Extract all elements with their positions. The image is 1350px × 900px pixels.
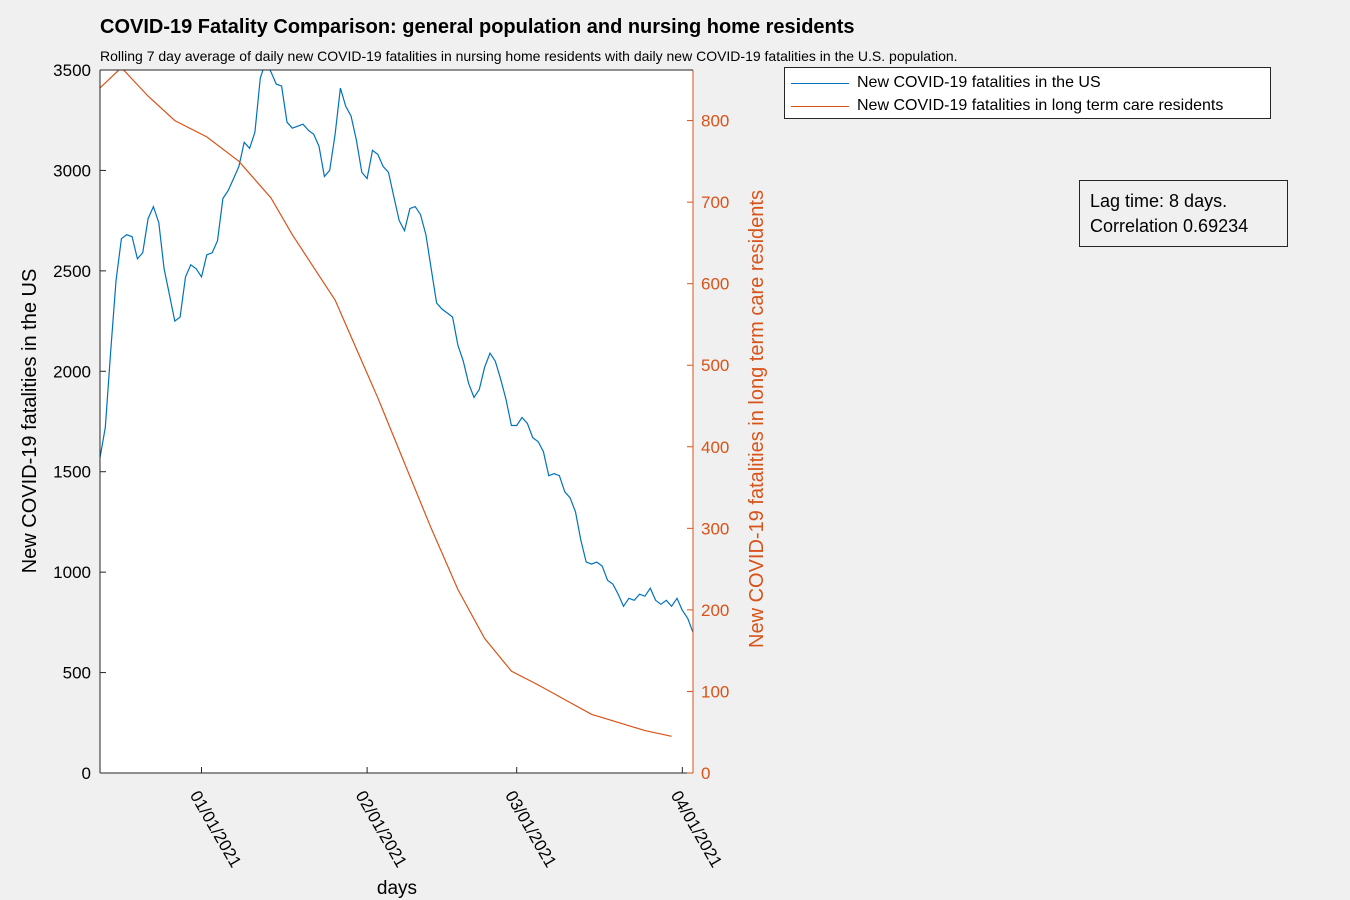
plot-area bbox=[100, 70, 693, 773]
right-tick-label: 800 bbox=[701, 112, 729, 131]
chart-title: COVID-19 Fatality Comparison: general po… bbox=[100, 16, 855, 38]
right-tick-label: 600 bbox=[701, 275, 729, 294]
x-tick-label: 02/01/2021 bbox=[352, 788, 411, 871]
right-tick-label: 0 bbox=[701, 764, 710, 783]
right-tick-label: 100 bbox=[701, 682, 729, 701]
left-tick-label: 2500 bbox=[53, 262, 91, 281]
x-tick-label: 01/01/2021 bbox=[186, 788, 245, 871]
left-tick-label: 1000 bbox=[53, 563, 91, 582]
left-tick-label: 500 bbox=[63, 664, 91, 683]
legend-label-ltc: New COVID-19 fatalities in long term car… bbox=[857, 97, 1224, 114]
right-tick-label: 200 bbox=[701, 601, 729, 620]
us-fatalities-line bbox=[100, 70, 693, 633]
lag-time-text: Lag time: 8 days. bbox=[1090, 191, 1228, 211]
y-axis-left-label: New COVID-19 fatalities in the US bbox=[19, 269, 41, 574]
chart-subtitle: Rolling 7 day average of daily new COVID… bbox=[100, 48, 958, 64]
legend-label-us: New COVID-19 fatalities in the US bbox=[857, 74, 1101, 91]
chart-legend: New COVID-19 fatalities in the US New CO… bbox=[784, 67, 1271, 119]
x-tick-label: 03/01/2021 bbox=[501, 788, 560, 871]
x-axis-label: days bbox=[377, 878, 417, 899]
legend-swatch-us bbox=[791, 82, 849, 84]
right-tick-label: 400 bbox=[701, 438, 729, 457]
ltc-fatalities-line bbox=[100, 70, 672, 737]
left-tick-label: 1500 bbox=[53, 463, 91, 482]
legend-item-us: New COVID-19 fatalities in the US bbox=[791, 72, 1101, 94]
series-us-fatalities bbox=[100, 70, 693, 633]
x-tick-label: 04/01/2021 bbox=[667, 788, 726, 871]
legend-swatch-ltc bbox=[791, 105, 849, 107]
left-tick-label: 2000 bbox=[53, 362, 91, 381]
legend-item-ltc: New COVID-19 fatalities in long term car… bbox=[791, 95, 1223, 117]
left-tick-label: 3500 bbox=[53, 61, 91, 80]
x-axis-ticks: 01/01/2021 02/01/2021 03/01/2021 04/01/2021 bbox=[186, 767, 726, 871]
right-tick-label: 700 bbox=[701, 193, 729, 212]
left-tick-label: 3000 bbox=[53, 161, 91, 180]
correlation-annotation: Lag time: 8 days. Correlation 0.69234 bbox=[1079, 180, 1288, 247]
left-axis-ticks: 0 500 1000 1500 2000 2500 3000 3500 bbox=[53, 61, 106, 783]
right-axis-ticks: 0 100 200 300 400 500 600 700 800 bbox=[687, 112, 729, 783]
y-axis-right-label: New COVID-19 fatalities in long term car… bbox=[746, 190, 768, 648]
right-tick-label: 300 bbox=[701, 519, 729, 538]
right-tick-label: 500 bbox=[701, 356, 729, 375]
correlation-text: Correlation 0.69234 bbox=[1090, 216, 1249, 236]
series-ltc-fatalities bbox=[100, 70, 672, 737]
left-tick-label: 0 bbox=[82, 764, 91, 783]
